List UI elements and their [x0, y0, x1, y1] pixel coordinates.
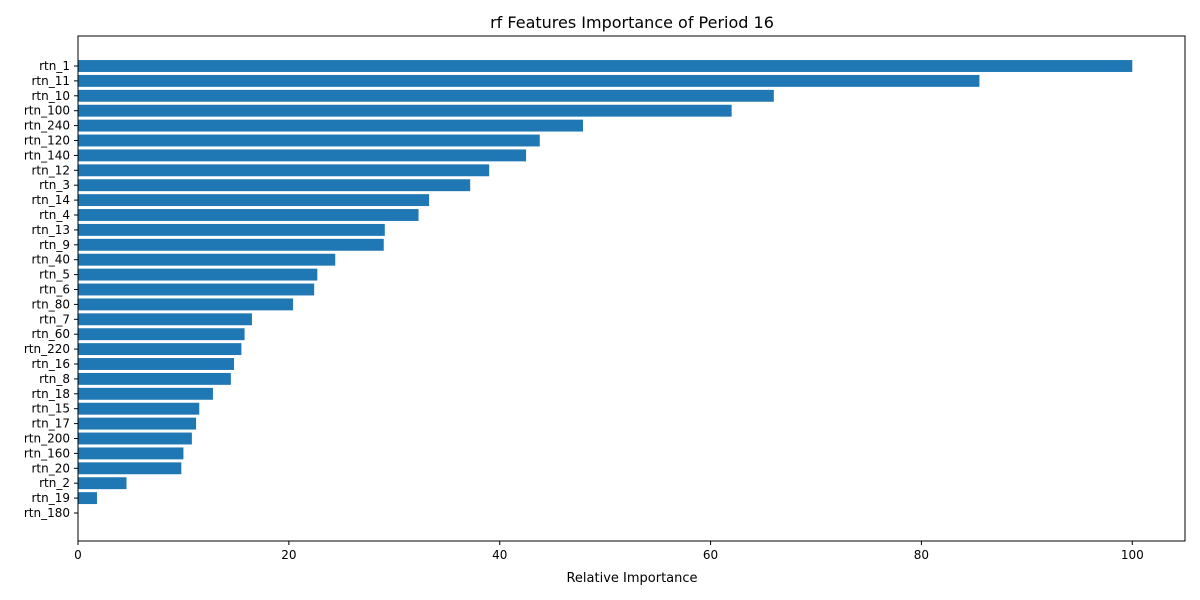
x-axis-ticks: 0 20 40 60 80 100: [74, 541, 1144, 562]
y-tick-label: rtn_200: [24, 432, 70, 446]
x-tick-label: 0: [74, 548, 82, 562]
bar-rtn_7: [78, 313, 252, 326]
y-tick-label: rtn_140: [24, 148, 70, 162]
y-tick-label: rtn_9: [39, 238, 70, 252]
bar-rtn_40: [78, 253, 336, 266]
bar-rtn_160: [78, 447, 184, 460]
x-tick-label: 60: [703, 548, 718, 562]
y-tick-label: rtn_18: [31, 387, 70, 401]
bar-rtn_140: [78, 149, 527, 162]
y-axis-ticks: rtn_1rtn_11rtn_10rtn_100rtn_240rtn_120rt…: [24, 59, 78, 520]
y-tick-label: rtn_17: [31, 417, 70, 431]
y-tick-label: rtn_5: [39, 268, 70, 282]
bar-rtn_60: [78, 328, 245, 341]
bar-rtn_11: [78, 74, 980, 87]
y-tick-label: rtn_120: [24, 134, 70, 148]
y-tick-label: rtn_8: [39, 372, 70, 386]
y-tick-label: rtn_180: [24, 506, 70, 520]
bar-rtn_4: [78, 209, 419, 221]
x-tick-label: 40: [492, 548, 507, 562]
bar-rtn_16: [78, 358, 235, 370]
y-tick-label: rtn_40: [31, 253, 70, 267]
y-tick-label: rtn_12: [31, 163, 70, 177]
y-tick-label: rtn_1: [39, 59, 70, 73]
y-tick-label: rtn_10: [31, 89, 70, 103]
bars-group: [78, 60, 1133, 505]
y-tick-label: rtn_13: [31, 223, 70, 237]
y-tick-label: rtn_3: [39, 178, 70, 192]
y-tick-label: rtn_2: [39, 476, 70, 490]
plot-frame: [77, 35, 1186, 542]
bar-rtn_15: [78, 402, 200, 415]
bar-rtn_8: [78, 372, 231, 385]
bar-rtn_5: [78, 268, 318, 281]
bar-rtn_100: [78, 104, 732, 117]
x-axis-label: Relative Importance: [566, 571, 697, 586]
bar-rtn_17: [78, 417, 197, 430]
bar-rtn_3: [78, 179, 471, 192]
bar-rtn_18: [78, 387, 213, 400]
y-tick-label: rtn_100: [24, 104, 70, 118]
bar-rtn_10: [78, 89, 774, 102]
bar-rtn_2: [78, 477, 127, 490]
y-tick-label: rtn_160: [24, 446, 70, 460]
bar-rtn_14: [78, 194, 430, 207]
bar-rtn_6: [78, 283, 315, 296]
bar-rtn_200: [78, 432, 192, 445]
bar-rtn_1: [78, 60, 1133, 72]
bar-rtn_12: [78, 164, 490, 177]
y-tick-label: rtn_15: [31, 402, 70, 416]
bar-rtn_120: [78, 134, 540, 147]
bar-rtn_9: [78, 238, 384, 251]
y-tick-label: rtn_60: [31, 327, 70, 341]
bar-rtn_20: [78, 462, 182, 475]
bar-rtn_240: [78, 119, 584, 132]
y-tick-label: rtn_80: [31, 297, 70, 311]
y-tick-label: rtn_14: [31, 193, 70, 207]
bar-rtn_13: [78, 223, 385, 236]
y-tick-label: rtn_20: [31, 461, 70, 475]
y-tick-label: rtn_220: [24, 342, 70, 356]
y-tick-label: rtn_11: [31, 74, 70, 88]
bar-rtn_220: [78, 343, 242, 356]
chart-title: rf Features Importance of Period 16: [490, 13, 774, 32]
y-tick-label: rtn_4: [39, 208, 70, 222]
y-tick-label: rtn_16: [31, 357, 70, 371]
bar-rtn_80: [78, 298, 294, 311]
bar-rtn_19: [78, 492, 97, 505]
y-tick-label: rtn_19: [31, 491, 70, 505]
x-tick-label: 20: [281, 548, 296, 562]
y-tick-label: rtn_6: [39, 283, 70, 297]
x-tick-label: 80: [914, 548, 929, 562]
x-tick-label: 100: [1121, 548, 1144, 562]
y-tick-label: rtn_7: [39, 312, 70, 326]
y-tick-label: rtn_240: [24, 119, 70, 133]
